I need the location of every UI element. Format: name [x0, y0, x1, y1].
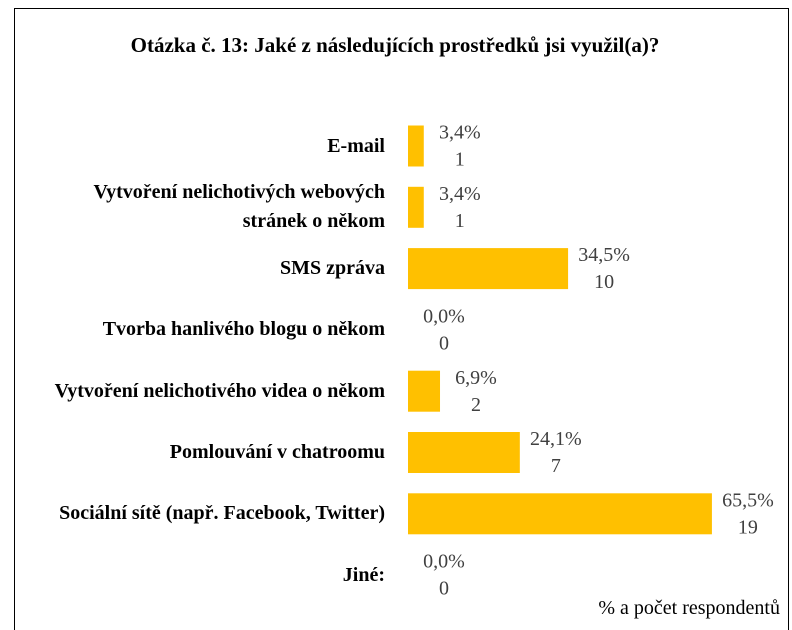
chart-title: Otázka č. 13: Jaké z následujících prost…	[130, 33, 660, 57]
bar	[408, 248, 569, 290]
chart-frame	[14, 8, 789, 630]
value-label: 34,5%	[578, 244, 630, 266]
value-label: 65,5%	[722, 489, 774, 511]
count-label: 0	[439, 578, 449, 600]
category-label: Jiné:	[342, 563, 385, 586]
value-label: 3,4%	[439, 183, 481, 205]
bar	[408, 370, 441, 412]
category-label: Vytvoření nelichotivého videa o někom	[54, 379, 385, 402]
value-label: 0,0%	[423, 305, 465, 327]
bar	[408, 432, 520, 473]
count-label: 19	[738, 516, 758, 538]
count-label: 2	[471, 394, 481, 416]
count-label: 7	[551, 455, 561, 477]
count-label: 0	[439, 332, 449, 354]
count-label: 1	[455, 149, 465, 171]
category-label: Sociální sítě (např. Facebook, Twitter)	[59, 502, 385, 525]
value-label: 0,0%	[423, 551, 465, 573]
category-label: E-mail	[327, 134, 385, 157]
bar	[408, 493, 712, 535]
bar	[408, 125, 424, 167]
value-label: 24,1%	[530, 428, 582, 450]
axis-label: % a počet respondentů	[598, 597, 780, 619]
value-label: 6,9%	[455, 367, 497, 389]
count-label: 1	[455, 210, 465, 232]
bar	[408, 186, 424, 228]
value-label: 3,4%	[439, 122, 481, 144]
category-label: SMS zpráva	[280, 257, 385, 280]
category-label: Vytvoření nelichotivých webových stránek…	[93, 181, 385, 233]
count-label: 10	[594, 271, 614, 293]
category-label: Tvorba hanlivého blogu o někom	[102, 318, 385, 341]
category-label: Pomlouvání v chatroomu	[169, 441, 385, 463]
